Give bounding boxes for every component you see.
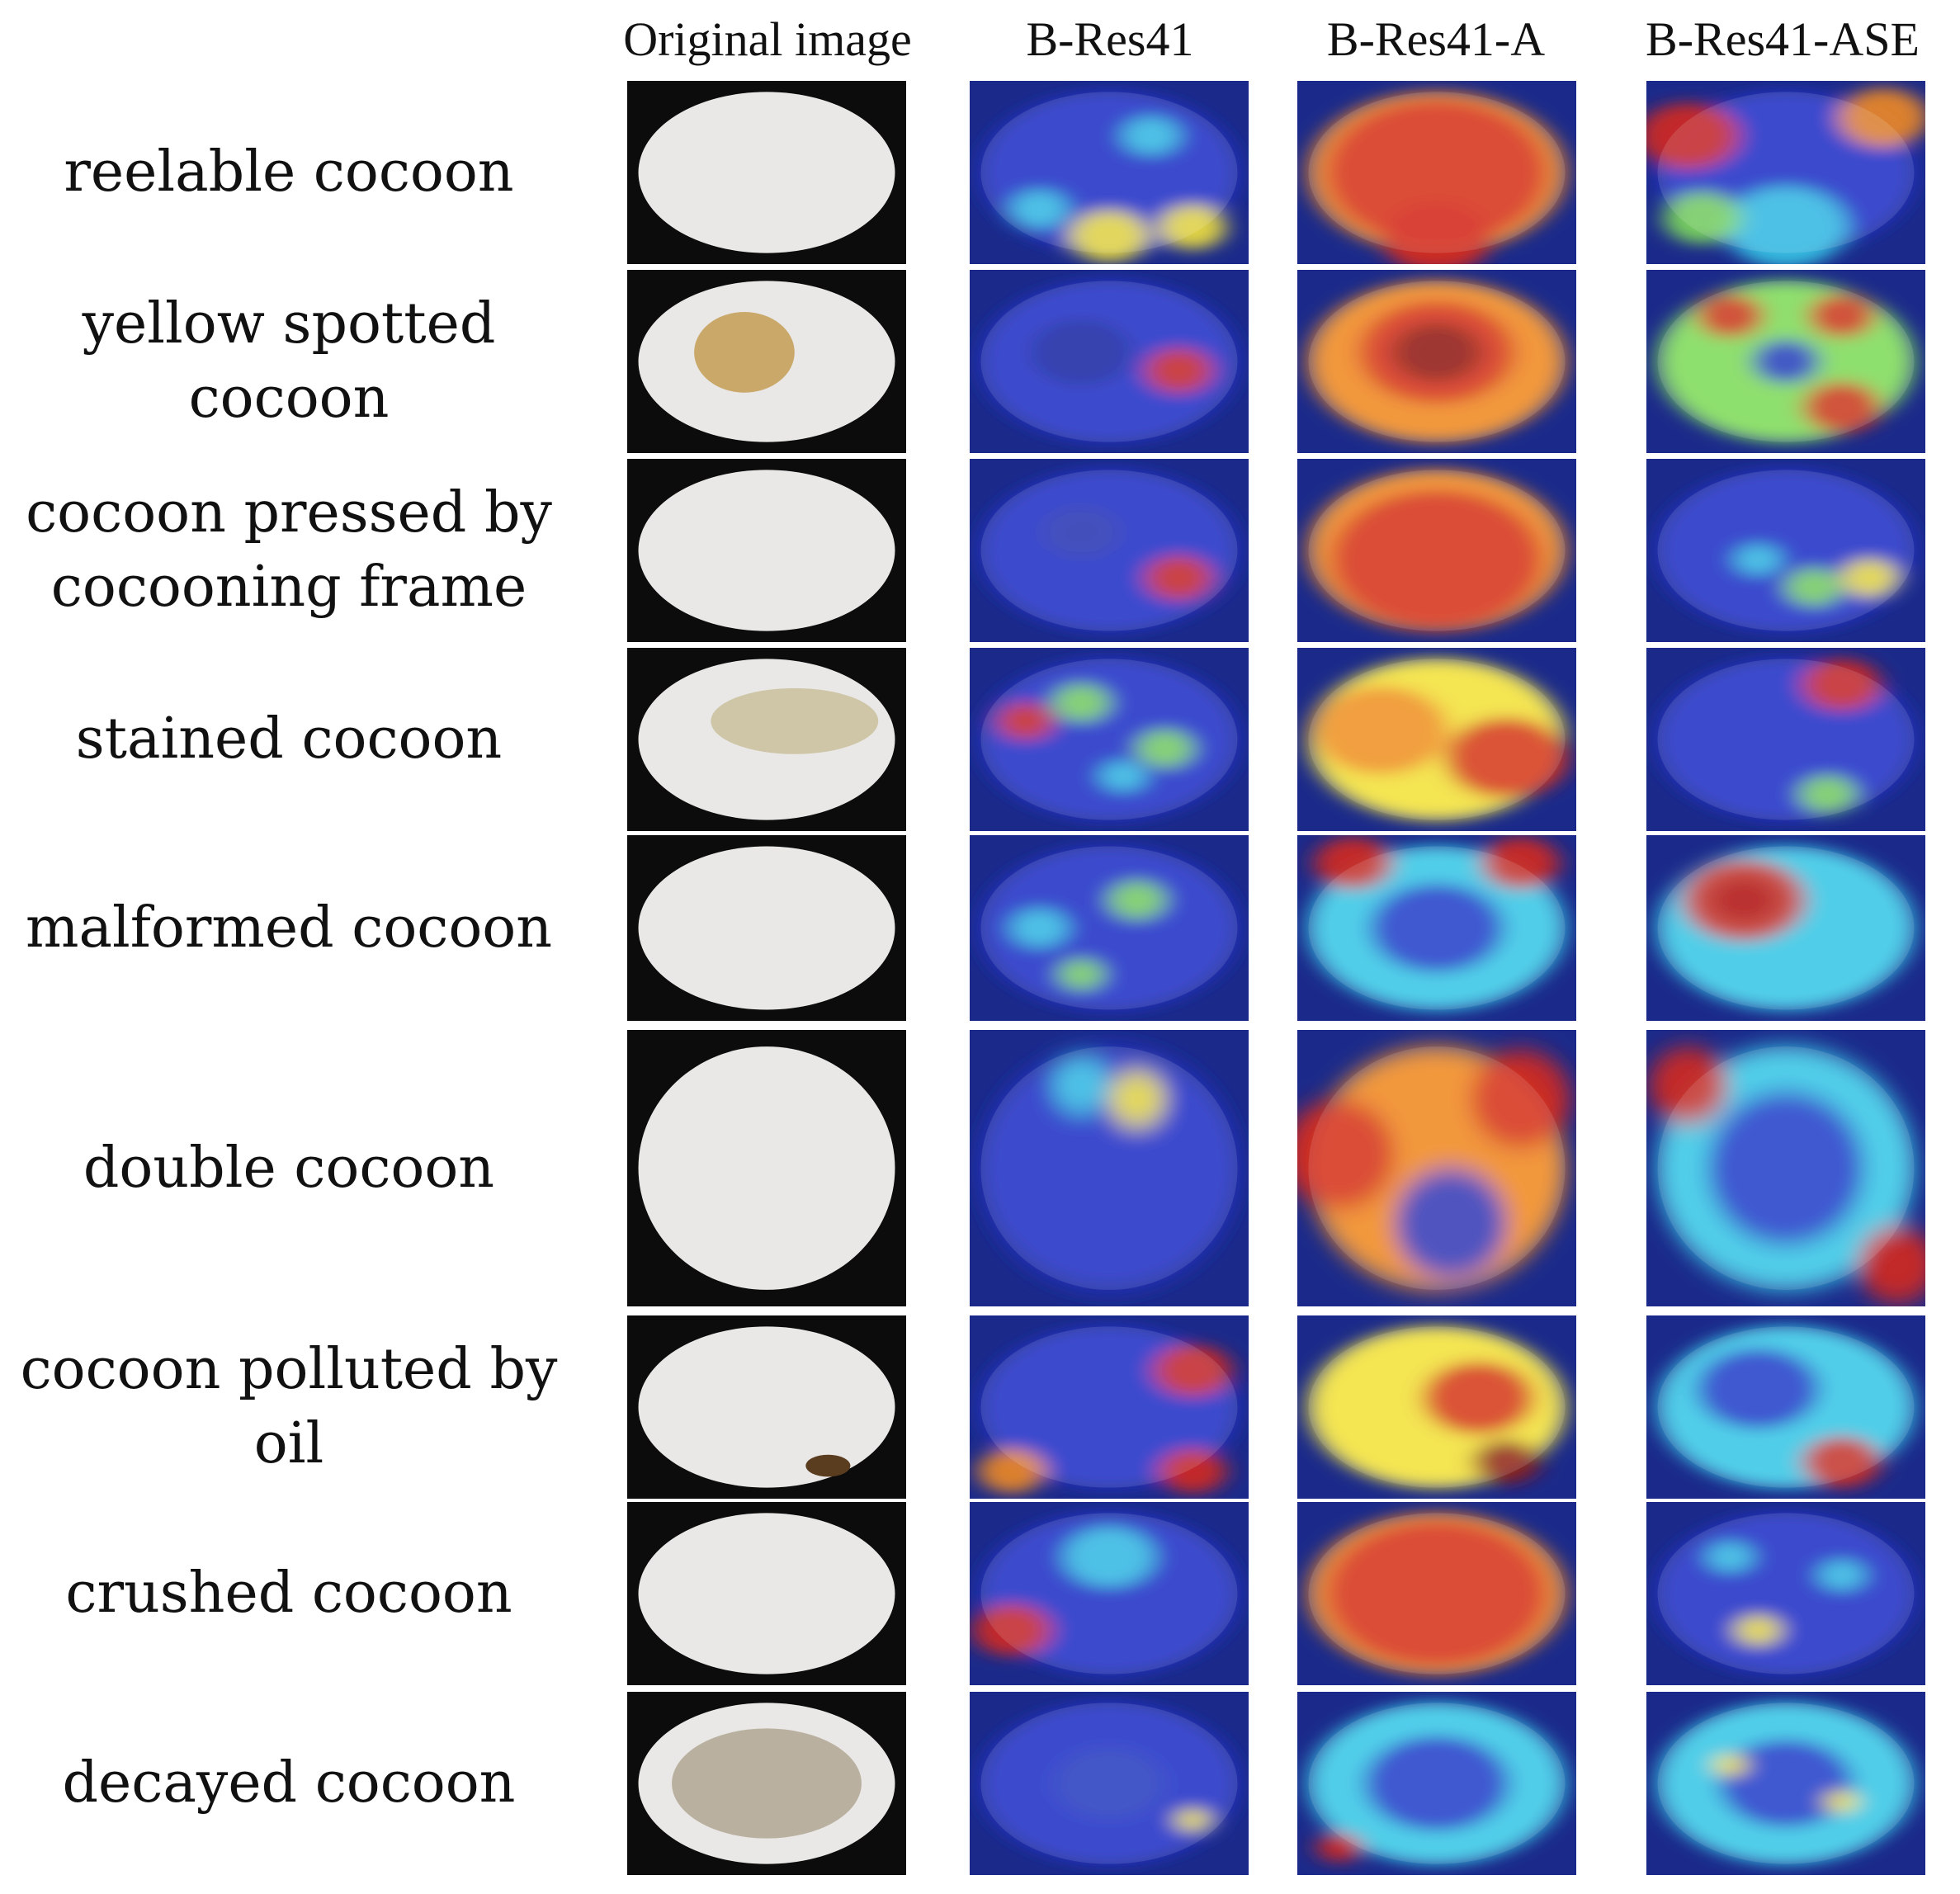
original-image-polluted-by-oil bbox=[627, 1315, 906, 1499]
heatmap-b-res41-yellow-spotted bbox=[970, 270, 1249, 453]
heatmap-b-res41-ase-reelable bbox=[1646, 81, 1925, 264]
column-header-b-res41-a: B-Res41-A bbox=[1326, 12, 1546, 66]
row-label-pressed-by-frame: cocoon pressed by cocooning frame bbox=[26, 480, 552, 620]
heatmap-b-res41-ase-polluted-by-oil bbox=[1646, 1315, 1925, 1499]
heatmap-b-res41-a-yellow-spotted bbox=[1297, 270, 1576, 453]
heatmap-b-res41-pressed-by-frame bbox=[970, 459, 1249, 642]
row-label-polluted-by-oil: cocoon polluted by oil bbox=[20, 1337, 558, 1476]
row-label-decayed: decayed cocoon bbox=[62, 1750, 516, 1816]
heatmap-b-res41-a-double bbox=[1297, 1030, 1576, 1306]
heatmap-b-res41-a-malformed bbox=[1297, 835, 1576, 1021]
heatmap-b-res41-double bbox=[970, 1030, 1249, 1306]
column-header-b-res41-ase: B-Res41-ASE bbox=[1646, 12, 1920, 66]
heatmap-b-res41-polluted-by-oil bbox=[970, 1315, 1249, 1499]
heatmap-b-res41-a-pressed-by-frame bbox=[1297, 459, 1576, 642]
original-image-pressed-by-frame bbox=[627, 459, 906, 642]
row-label-yellow-spotted: yellow spotted cocoon bbox=[82, 291, 496, 431]
row-label-malformed: malformed cocoon bbox=[25, 895, 553, 961]
original-image-reelable bbox=[627, 81, 906, 264]
heatmap-b-res41-ase-stained bbox=[1646, 648, 1925, 831]
heatmap-b-res41-a-stained bbox=[1297, 648, 1576, 831]
column-header-b-res41: B-Res41 bbox=[1026, 12, 1194, 66]
original-image-stained bbox=[627, 648, 906, 831]
heatmap-b-res41-ase-malformed bbox=[1646, 835, 1925, 1021]
heatmap-b-res41-reelable bbox=[970, 81, 1249, 264]
row-label-reelable: reelable cocoon bbox=[64, 139, 514, 205]
heatmap-b-res41-a-reelable bbox=[1297, 81, 1576, 264]
original-image-decayed bbox=[627, 1692, 906, 1875]
original-image-crushed bbox=[627, 1502, 906, 1685]
heatmap-b-res41-a-polluted-by-oil bbox=[1297, 1315, 1576, 1499]
heatmap-b-res41-malformed bbox=[970, 835, 1249, 1021]
original-image-double bbox=[627, 1030, 906, 1306]
heatmap-b-res41-a-crushed bbox=[1297, 1502, 1576, 1685]
heatmap-b-res41-a-decayed bbox=[1297, 1692, 1576, 1875]
heatmap-b-res41-ase-double bbox=[1646, 1030, 1925, 1306]
original-image-malformed bbox=[627, 835, 906, 1021]
row-label-double: double cocoon bbox=[83, 1135, 495, 1201]
heatmap-b-res41-ase-yellow-spotted bbox=[1646, 270, 1925, 453]
column-header-original: Original image bbox=[623, 12, 912, 66]
heatmap-b-res41-ase-pressed-by-frame bbox=[1646, 459, 1925, 642]
row-label-crushed: crushed cocoon bbox=[65, 1561, 512, 1627]
heatmap-b-res41-crushed bbox=[970, 1502, 1249, 1685]
heatmap-b-res41-stained bbox=[970, 648, 1249, 831]
heatmap-b-res41-ase-decayed bbox=[1646, 1692, 1925, 1875]
heatmap-b-res41-ase-crushed bbox=[1646, 1502, 1925, 1685]
original-image-yellow-spotted bbox=[627, 270, 906, 453]
heatmap-b-res41-decayed bbox=[970, 1692, 1249, 1875]
row-label-stained: stained cocoon bbox=[75, 706, 503, 772]
